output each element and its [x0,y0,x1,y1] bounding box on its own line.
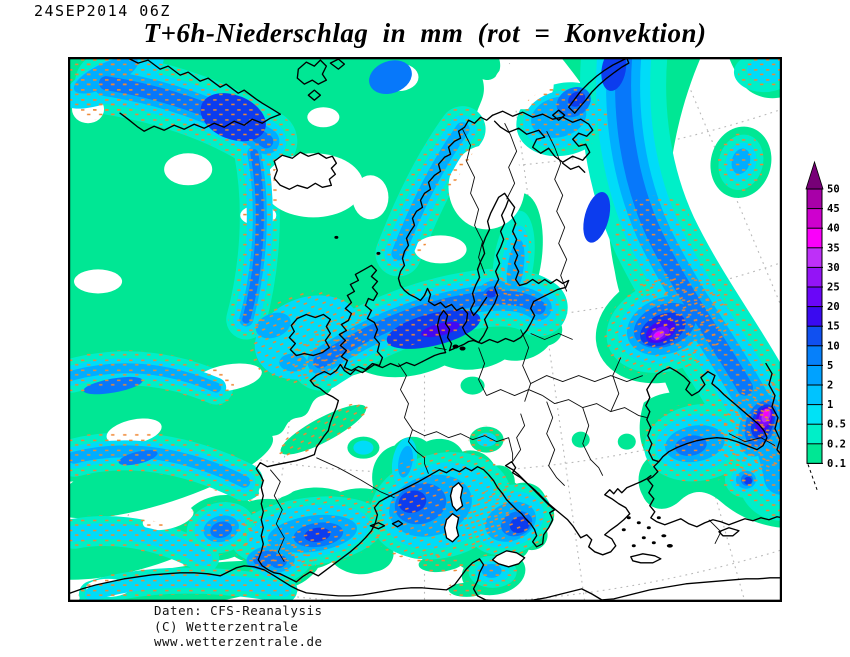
legend-tick-label: 0.2 [827,438,846,450]
legend-segment [807,247,822,268]
credit-data-source: Daten: CFS-Reanalysis [154,603,323,618]
credits: Daten: CFS-Reanalysis (C) Wetterzentrale… [154,603,323,650]
legend-tick-label: 10 [827,340,840,352]
legend-tick-label: 50 [827,184,840,196]
legend-tick-label: 1 [827,399,833,411]
run-datetime-label: 24SEP2014 06Z [34,2,171,20]
weather-map-svg [68,57,782,602]
weather-map [68,57,782,602]
legend-tick-label: 5 [827,360,833,372]
credit-website: www.wetterzentrale.de [154,634,323,649]
legend-colorbar: 50 45 40 35 30 25 20 15 10 5 2 1 0.5 0.2 0.1 [805,160,846,493]
legend-segment [807,189,822,209]
legend-tick-label: 40 [827,223,840,235]
legend-segment [807,404,822,425]
legend-segment [807,365,822,385]
legend: 50 45 40 35 30 25 20 15 10 5 2 1 0.5 0.2 0.1 [797,158,850,500]
legend-segment [807,326,822,346]
legend-segment [807,443,822,464]
coastlines [68,57,782,602]
legend-tick-label: 2 [827,380,833,392]
legend-tick-label: 25 [827,282,840,294]
legend-tick-label: 35 [827,242,840,254]
legend-segment [807,345,822,366]
legend-segment [807,267,822,287]
legend-tick-label: 0.1 [827,458,846,470]
legend-leader-line [807,464,819,493]
legend-tick-label: 30 [827,262,840,274]
legend-segment [807,287,822,307]
legend-arrow [805,160,824,190]
aegean-islands [621,516,673,548]
legend-tick-label: 15 [827,321,840,333]
legend-tick-label: 20 [827,301,840,313]
legend-segment [807,424,822,444]
country-borders [269,123,776,563]
credit-copyright: (C) Wetterzentrale [154,618,299,634]
legend-segment [807,306,822,327]
map-title: T+6h-Niederschlag in mm (rot = Konvektio… [143,18,707,48]
legend-segment [807,208,822,229]
legend-tick-label: 45 [827,203,840,215]
legend-segment [807,385,822,405]
legend-segment [807,228,822,248]
legend-tick-label: 0.5 [827,419,846,431]
map-frame [68,57,782,602]
